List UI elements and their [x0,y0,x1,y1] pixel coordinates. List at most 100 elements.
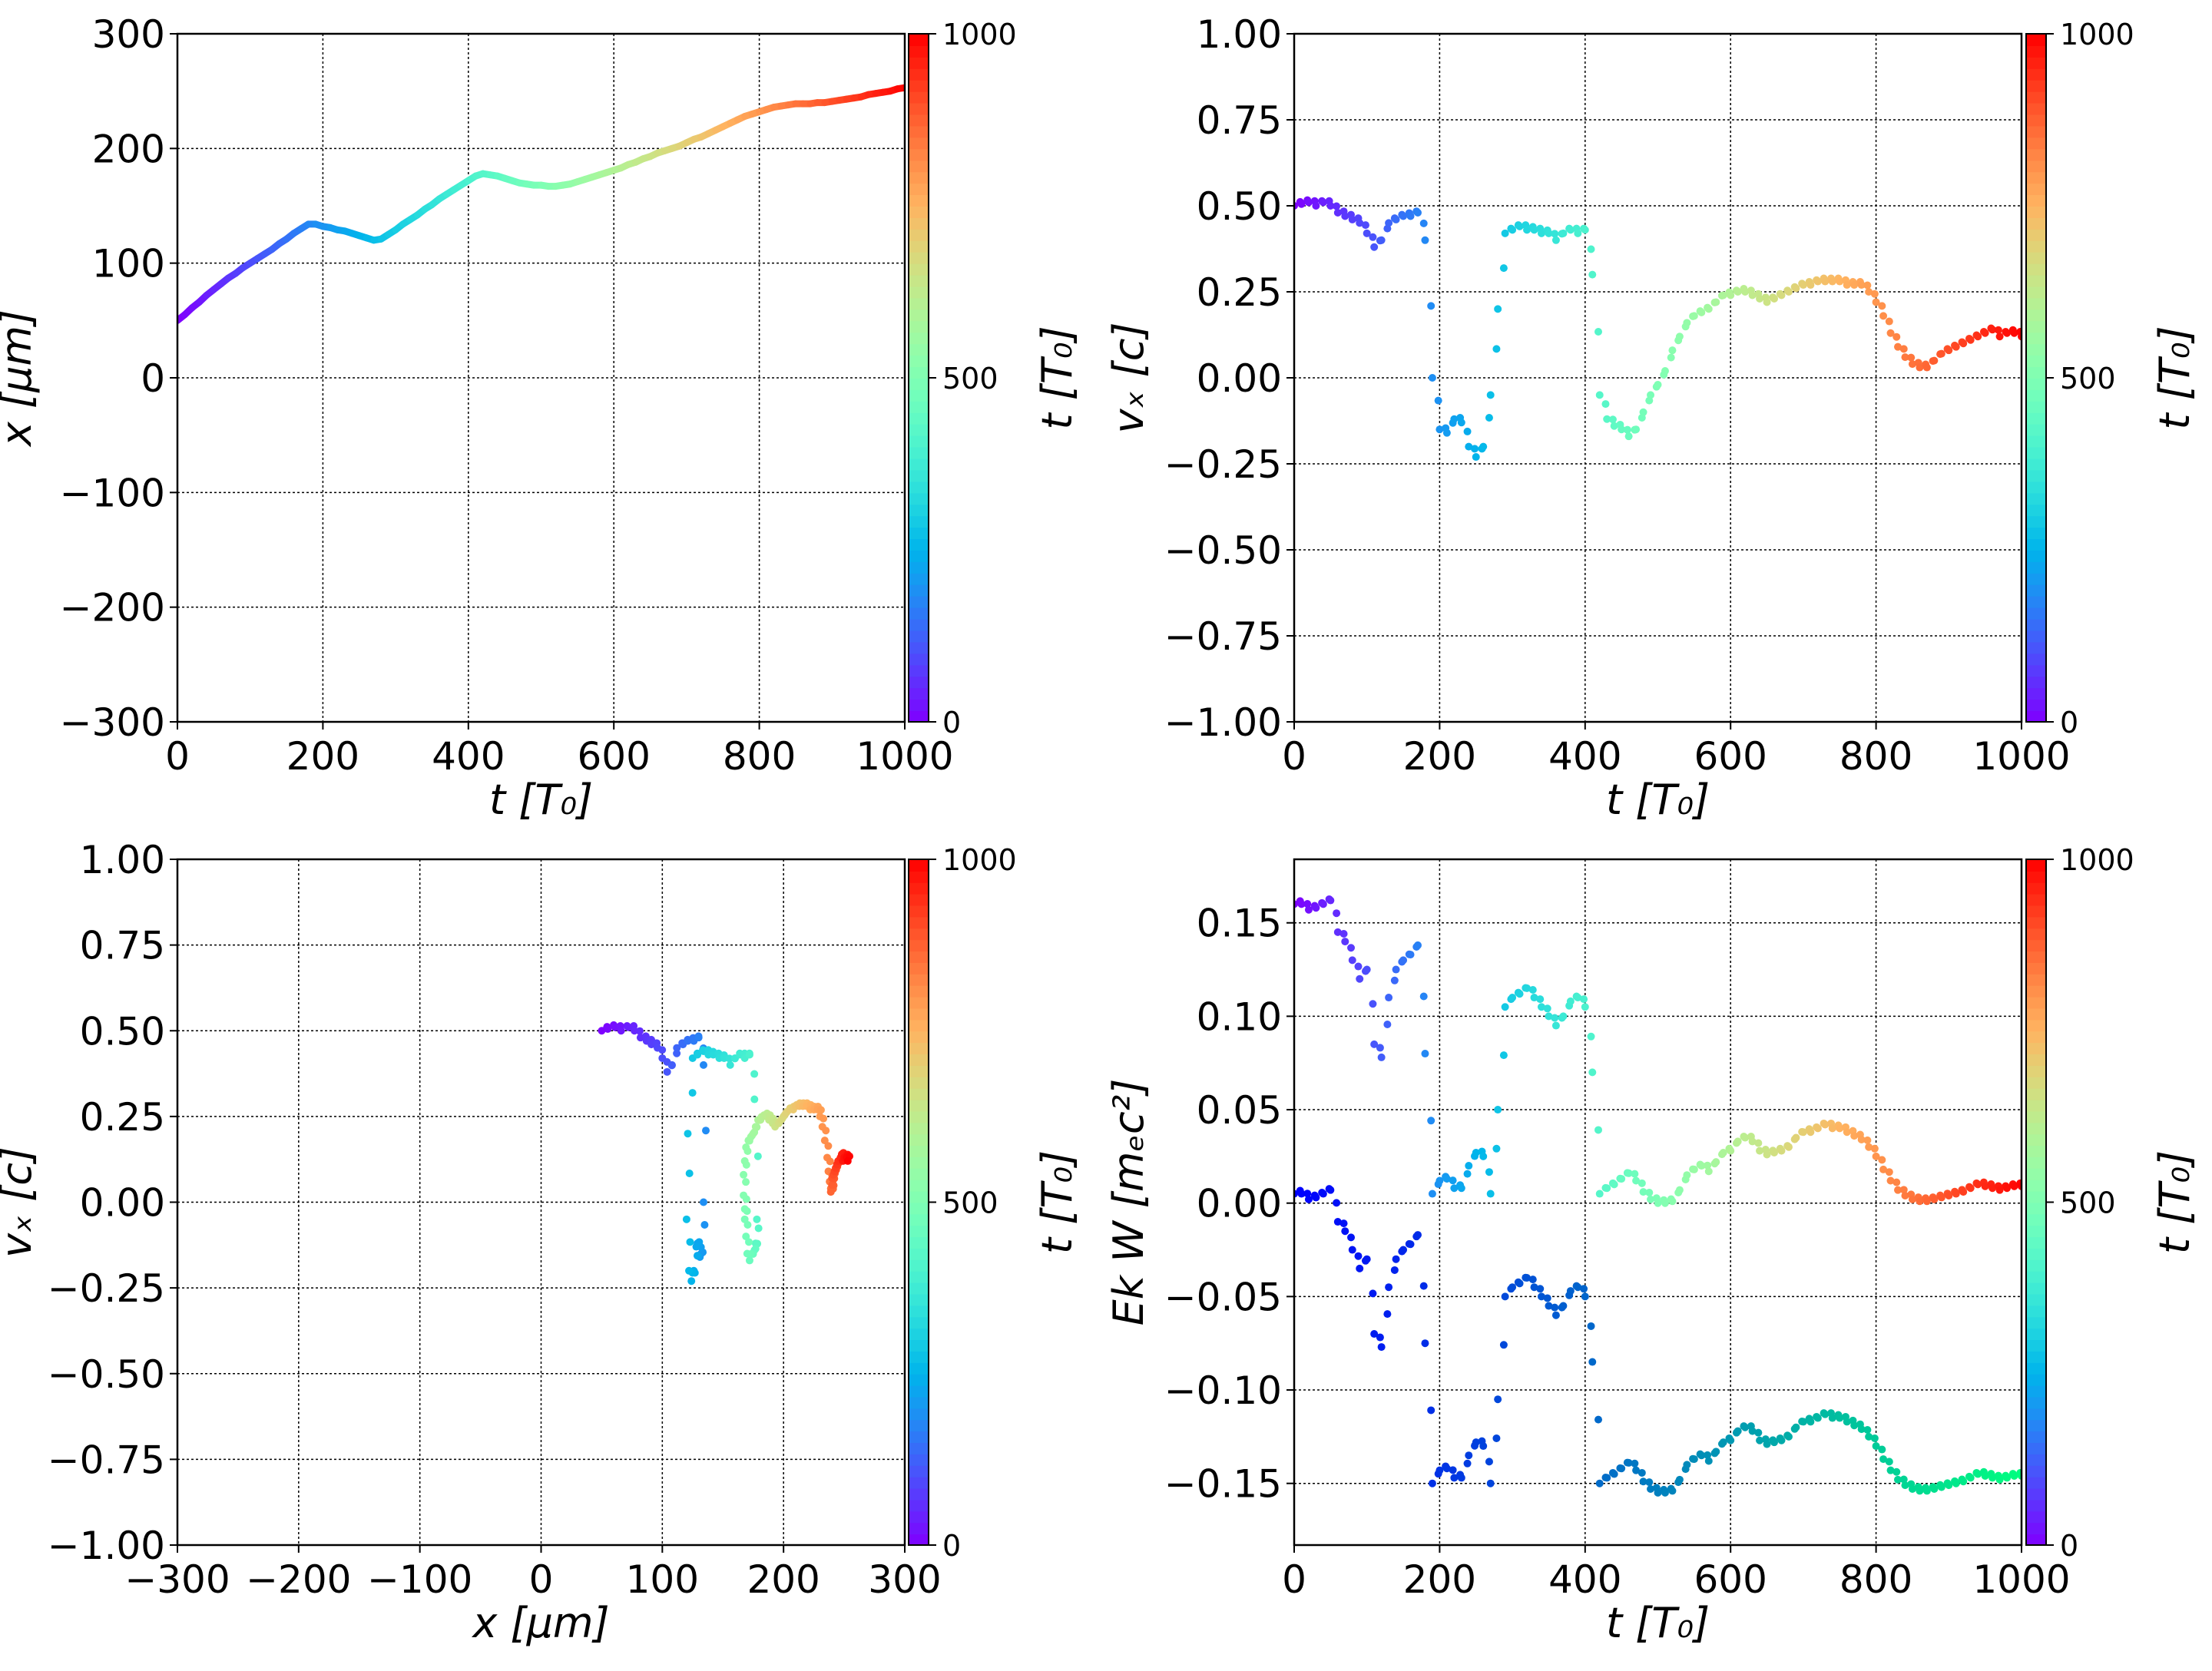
colorbar-segment [2026,928,2046,941]
colorbar-segment [2026,699,2046,712]
colorbar-segment [2026,1522,2046,1535]
data-point [1870,1434,1879,1442]
x-tick-label: 0 [529,1557,554,1602]
data-point [1377,1343,1386,1352]
data-point [1741,288,1750,296]
y-tick-label: −0.75 [1164,614,1282,659]
data-point [1545,1012,1553,1021]
data-point [1886,1176,1895,1185]
data-point [1870,290,1879,298]
colorbar-segment [909,412,929,425]
colorbar-segment [909,1076,929,1089]
colorbar-segment [2026,710,2046,723]
data-point [1872,1442,1880,1451]
data-point [1828,277,1836,286]
colorbar-segment [909,653,929,666]
colorbar-segment [2026,56,2046,69]
data-point [1515,990,1524,998]
data-point [1697,308,1706,316]
colorbar-segment [909,481,929,494]
data-point [687,1277,696,1286]
colorbar-segment [909,1122,929,1135]
data-point [1341,938,1349,946]
data-point [1530,1283,1538,1292]
data-point [740,1156,749,1165]
data-point [1508,1283,1517,1292]
colorbar-segment [2026,68,2046,81]
data-point [1494,305,1502,313]
colorbar-segment [2026,137,2046,150]
colorbar-tick-label: 0 [942,1529,961,1563]
colorbar-segment [909,1087,929,1100]
data-point [1492,345,1501,353]
colorbar-segment [909,114,929,127]
data-point [1421,1339,1429,1348]
data-point [1850,1421,1859,1430]
y-tick-label: 300 [92,12,165,57]
data-point [1383,1310,1392,1319]
data-point [1661,1488,1669,1497]
colorbar-segment [909,228,929,241]
data-point [1821,1410,1830,1418]
data-point [1901,1481,1909,1490]
data-point [1312,904,1320,912]
data-point [1770,1438,1779,1447]
data-point [1499,264,1508,273]
colorbar-segment [2026,206,2046,218]
colorbar-segment [909,206,929,218]
data-point [1406,1240,1415,1249]
data-point [1603,415,1611,423]
x-tick-label: 600 [577,734,650,779]
data-point [682,1215,690,1223]
data-point [1574,229,1582,237]
data-point [1465,1162,1473,1170]
data-point [1813,277,1822,286]
colorbar-segment [909,309,929,322]
data-point [1348,215,1356,223]
colorbar-segment [2026,1202,2046,1215]
data-point [1574,1283,1582,1292]
colorbar-segment [2026,664,2046,677]
data-point [1465,442,1473,451]
colorbar-segment [2026,102,2046,115]
data-point [1595,1479,1604,1487]
data-point [1333,909,1341,918]
data-point [749,1130,757,1138]
data-point [1916,1197,1924,1206]
colorbar-segment [2026,973,2046,986]
colorbar-segment [2026,297,2046,310]
data-point [1704,1167,1713,1176]
data-point [742,1233,750,1241]
data-point [1994,326,2002,334]
plot-area [177,84,905,324]
x-tick-label: 0 [165,734,190,779]
colorbar-segment [2026,527,2046,540]
x-tick-label: 200 [747,1557,820,1602]
data-point [1427,302,1435,310]
y-tick-label: −0.50 [1164,528,1282,573]
colorbar-segment [2026,641,2046,654]
data-point [824,1142,833,1150]
colorbar-segment [2026,125,2046,138]
data-point [1595,391,1604,399]
data-point [2010,1182,2018,1190]
y-tick-label: 0.05 [1197,1088,1282,1133]
y-tick-label: −300 [60,700,165,745]
y-tick-label: 1.00 [1197,12,1282,57]
colorbar-segment [2026,263,2046,276]
data-point [753,1215,761,1223]
colorbar-segment [909,125,929,138]
data-point [1457,1474,1465,1482]
data-point [1312,1193,1320,1202]
data-point [1784,1432,1793,1441]
colorbar-segment [909,79,929,92]
data-point [1777,1147,1786,1155]
data-point [742,1143,750,1152]
colorbar-segment [909,984,929,998]
data-point [843,1156,852,1165]
data-point [1566,997,1575,1005]
data-point [1551,1014,1559,1022]
data-point [1392,965,1400,974]
data-point [1836,1124,1844,1133]
data-point [1543,1004,1551,1013]
